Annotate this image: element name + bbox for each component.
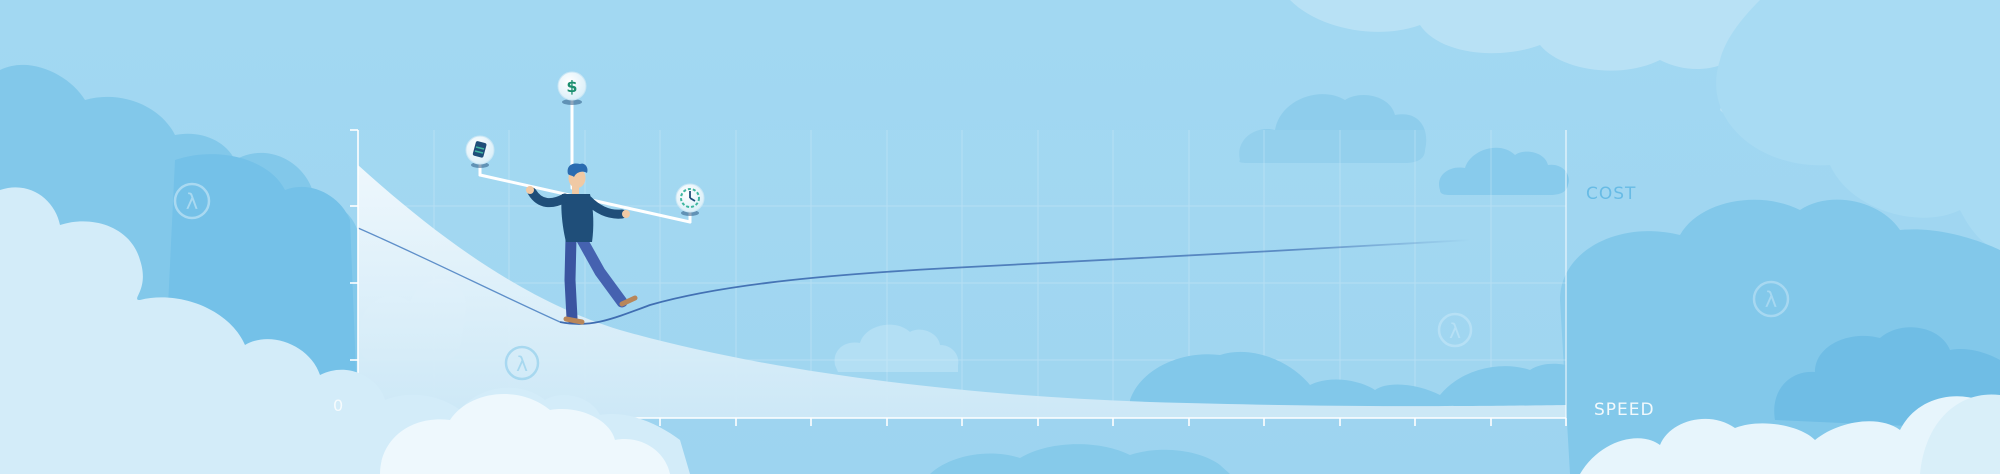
tradeoff-curve	[559, 239, 1471, 325]
secondary-curve	[357, 227, 561, 323]
dollar-coin-icon: $	[557, 71, 587, 105]
y-axis-label: COST	[1586, 184, 1637, 204]
x-axis-label: SPEED	[1594, 400, 1655, 420]
cloud-foreground-right-bright	[1920, 394, 2000, 474]
tightrope-walker-figure	[526, 163, 638, 325]
axis-origin-label: 0	[333, 396, 345, 415]
chart-axes	[350, 129, 1567, 426]
cloud-top-right-2	[1716, 0, 2000, 250]
lambda-icon: λ	[504, 345, 540, 381]
lambda-icon: λ	[173, 182, 211, 220]
chart-grid	[358, 130, 1566, 418]
lambda-icon: λ	[1437, 312, 1473, 348]
cloud-small-1	[1239, 94, 1427, 163]
cloud-foreground-left-bright	[380, 393, 670, 474]
cloud-chart-wave	[1130, 351, 1566, 418]
cloud-small-2	[1439, 147, 1569, 195]
cost-area	[358, 165, 1566, 418]
cloud-foreground-right	[1580, 395, 2000, 474]
svg-text:λ: λ	[1765, 288, 1777, 312]
lambda-icon: λ	[1752, 280, 1790, 318]
svg-text:λ: λ	[1449, 319, 1461, 343]
server-icon	[465, 135, 495, 168]
svg-text:λ: λ	[186, 190, 198, 214]
svg-text:$: $	[566, 77, 577, 96]
svg-text:λ: λ	[516, 352, 528, 376]
clock-icon	[675, 183, 705, 216]
cloud-foreground-bottom	[930, 444, 1230, 474]
